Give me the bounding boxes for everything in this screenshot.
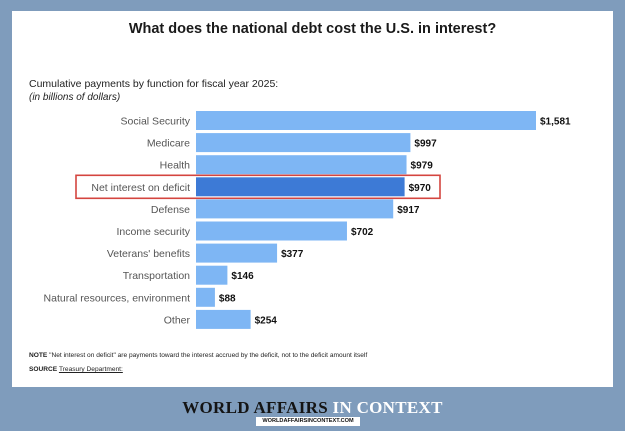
category-label: Net interest on deficit [91, 182, 190, 194]
bar-net-interest-on-deficit [196, 177, 405, 197]
category-label: Other [164, 314, 191, 326]
category-label: Defense [151, 204, 190, 216]
chart-note: NOTE "Net interest on deficit" are payme… [29, 352, 367, 359]
category-label: Income security [116, 226, 190, 238]
note-label: NOTE [29, 352, 48, 359]
value-label: $702 [351, 227, 374, 238]
source-link[interactable]: Treasury Department: [58, 366, 123, 373]
category-label: Natural resources, environment [44, 292, 191, 304]
bar-transportation [196, 265, 228, 285]
category-label: Medicare [147, 138, 190, 150]
bar-income-security [196, 221, 347, 241]
bar-health [196, 155, 407, 175]
bar-medicare [196, 133, 411, 153]
bar-chart: Social Security $1,581 Medicare $997 Health $… [44, 111, 571, 329]
bar-social-security [196, 111, 536, 130]
value-label: $979 [411, 161, 434, 172]
category-label: Veterans' benefits [107, 248, 190, 260]
value-label: $970 [409, 183, 432, 194]
chart-subtitle: Cumulative payments by function for fisc… [29, 78, 279, 90]
value-label: $1,581 [540, 117, 571, 128]
category-label: Transportation [123, 270, 190, 282]
highlight-box [75, 174, 441, 200]
value-label: $146 [231, 271, 254, 282]
brand-logo: WORLD AFFAIRS IN CONTEXT [0, 398, 625, 418]
value-label: $917 [397, 205, 420, 216]
chart-source: SOURCE Treasury Department: [29, 366, 123, 373]
value-label: $254 [255, 315, 278, 326]
category-label: Social Security [121, 116, 191, 128]
chart-title: What does the national debt cost the U.S… [128, 21, 497, 37]
chart-card: What does the national debt cost the U.S… [12, 11, 613, 387]
value-label: $377 [281, 249, 304, 260]
brand-name-dark: WORLD AFFAIRS [182, 398, 328, 417]
brand-name-light: IN CONTEXT [327, 398, 443, 417]
category-label: Health [160, 160, 191, 172]
value-label: $997 [414, 139, 437, 150]
bar-other [196, 309, 251, 329]
value-label: $88 [219, 293, 236, 304]
brand-url[interactable]: WORLDAFFAIRSINCONTEXT.COM [256, 417, 360, 426]
chart-units: (in billions of dollars) [29, 92, 121, 103]
note-text: "Net interest on deficit" are payments t… [47, 352, 368, 359]
bar-defense [196, 199, 394, 219]
bar-veterans-benefits [196, 243, 278, 263]
bar-natural-resources-environment [196, 287, 215, 307]
source-label: SOURCE [29, 366, 58, 373]
